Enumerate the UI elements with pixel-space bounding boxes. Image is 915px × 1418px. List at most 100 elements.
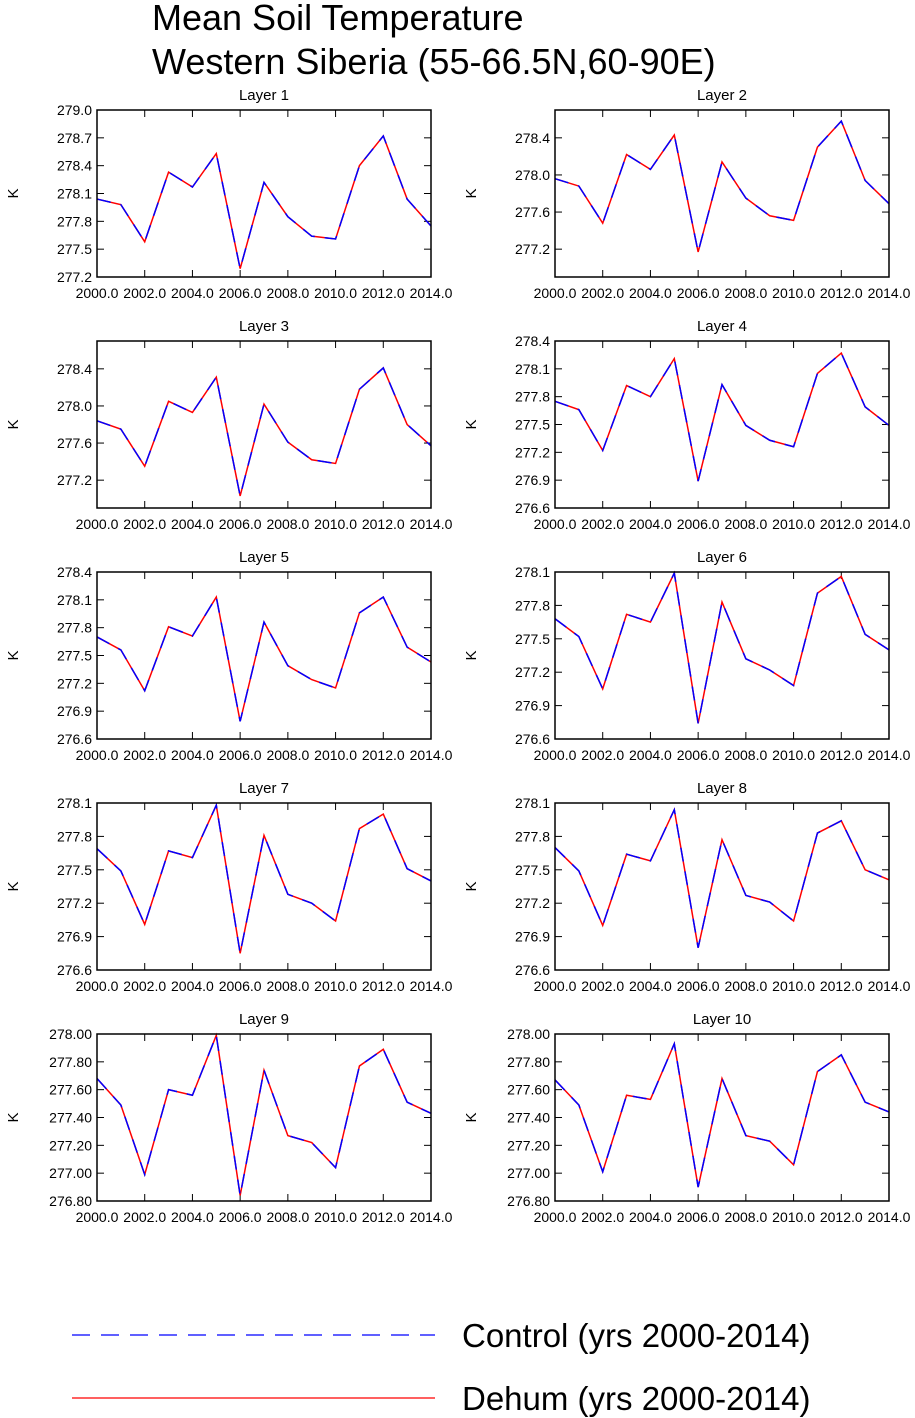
- y-tick-label: 277.2: [57, 472, 92, 488]
- y-tick-label: 278.1: [57, 592, 92, 608]
- x-tick-label: 2002.0: [581, 1209, 624, 1225]
- y-tick-label: 277.20: [49, 1137, 92, 1153]
- panel-title: Layer 4: [697, 318, 747, 335]
- series-line: [96, 595, 432, 722]
- x-tick-label: 2000.0: [534, 516, 577, 532]
- x-tick-label: 2014.0: [410, 285, 453, 301]
- series-line: [554, 570, 890, 724]
- x-tick-label: 2008.0: [266, 516, 309, 532]
- x-tick-label: 2014.0: [868, 1209, 911, 1225]
- x-tick-label: 2014.0: [868, 978, 911, 994]
- y-tick-label: 276.80: [49, 1193, 92, 1209]
- y-tick-label: 277.6: [515, 204, 550, 220]
- x-tick-label: 2000.0: [76, 1209, 119, 1225]
- series-line: [96, 1032, 432, 1196]
- x-tick-label: 2004.0: [171, 978, 214, 994]
- y-tick-label: 276.9: [515, 472, 550, 488]
- x-tick-label: 2012.0: [820, 978, 863, 994]
- y-tick-label: 277.8: [515, 389, 550, 405]
- figure-subtitle: Western Siberia (55-66.5N,60-90E): [152, 41, 716, 82]
- y-tick-label: 278.4: [515, 130, 550, 146]
- x-tick-label: 2012.0: [362, 1209, 405, 1225]
- y-axis-label: K: [5, 1112, 22, 1122]
- series-line: [554, 1041, 890, 1188]
- y-tick-label: 276.80: [507, 1193, 550, 1209]
- x-tick-label: 2008.0: [724, 516, 767, 532]
- x-tick-label: 2002.0: [581, 516, 624, 532]
- figure-title: Mean Soil Temperature: [152, 0, 524, 38]
- y-axis-label: K: [463, 650, 480, 660]
- x-tick-label: 2006.0: [219, 978, 262, 994]
- y-tick-label: 278.1: [515, 564, 550, 580]
- x-tick-label: 2010.0: [314, 978, 357, 994]
- x-tick-label: 2012.0: [362, 516, 405, 532]
- x-tick-label: 2012.0: [362, 747, 405, 763]
- x-tick-label: 2006.0: [219, 516, 262, 532]
- x-tick-label: 2000.0: [534, 1209, 577, 1225]
- series-line: [96, 595, 432, 722]
- y-tick-label: 277.80: [507, 1054, 550, 1070]
- x-tick-label: 2008.0: [266, 747, 309, 763]
- y-tick-label: 277.20: [507, 1137, 550, 1153]
- x-tick-label: 2002.0: [123, 978, 166, 994]
- plot-frame: [554, 1033, 890, 1202]
- plot-frame: [554, 571, 890, 740]
- y-axis-label: K: [5, 650, 22, 660]
- y-tick-label: 276.6: [515, 500, 550, 516]
- y-tick-label: 277.00: [507, 1165, 550, 1181]
- x-tick-label: 2010.0: [772, 978, 815, 994]
- series-line: [96, 1032, 432, 1196]
- x-tick-label: 2004.0: [629, 747, 672, 763]
- panel-title: Layer 2: [697, 87, 747, 104]
- panel-title: Layer 9: [239, 1011, 289, 1028]
- plot-frame: [554, 340, 890, 509]
- y-axis-label: K: [463, 419, 480, 429]
- y-tick-label: 277.5: [57, 648, 92, 664]
- x-tick-label: 2002.0: [581, 747, 624, 763]
- y-tick-label: 278.4: [57, 361, 92, 377]
- y-tick-label: 277.5: [515, 417, 550, 433]
- series-line: [554, 570, 890, 724]
- x-tick-label: 2000.0: [76, 978, 119, 994]
- y-tick-label: 277.8: [515, 597, 550, 613]
- y-tick-label: 277.40: [49, 1110, 92, 1126]
- x-tick-label: 2012.0: [820, 516, 863, 532]
- y-tick-label: 276.9: [515, 929, 550, 945]
- y-tick-label: 277.2: [57, 895, 92, 911]
- x-tick-label: 2004.0: [171, 1209, 214, 1225]
- x-tick-label: 2014.0: [868, 516, 911, 532]
- x-tick-label: 2010.0: [314, 285, 357, 301]
- x-tick-label: 2008.0: [266, 1209, 309, 1225]
- panel-title: Layer 5: [239, 549, 289, 566]
- x-tick-label: 2012.0: [362, 285, 405, 301]
- y-tick-label: 277.2: [515, 895, 550, 911]
- y-tick-label: 277.5: [515, 862, 550, 878]
- x-tick-label: 2014.0: [410, 978, 453, 994]
- x-tick-label: 2014.0: [868, 747, 911, 763]
- panel-title: Layer 1: [239, 87, 289, 104]
- x-tick-label: 2004.0: [629, 285, 672, 301]
- series-line: [554, 119, 890, 253]
- panel: Layer 1 K 277.2 277.5 277.8 278.1 278.4 278.7 27…: [5, 87, 453, 301]
- y-axis-label: K: [463, 881, 480, 891]
- plot-frame: [96, 571, 432, 740]
- x-tick-label: 2012.0: [820, 285, 863, 301]
- y-tick-label: 276.6: [57, 731, 92, 747]
- x-tick-label: 2008.0: [266, 285, 309, 301]
- x-tick-label: 2004.0: [171, 285, 214, 301]
- x-tick-label: 2010.0: [314, 1209, 357, 1225]
- x-tick-label: 2002.0: [123, 1209, 166, 1225]
- plot-frame: [96, 1033, 432, 1202]
- y-axis-label: K: [463, 1112, 480, 1122]
- x-tick-label: 2000.0: [76, 516, 119, 532]
- series-line: [96, 134, 432, 269]
- x-tick-label: 2006.0: [219, 285, 262, 301]
- y-axis-label: K: [5, 419, 22, 429]
- y-tick-label: 276.9: [57, 929, 92, 945]
- series-line: [96, 366, 432, 497]
- series-line: [96, 802, 432, 954]
- y-tick-label: 277.5: [515, 631, 550, 647]
- panel-title: Layer 6: [697, 549, 747, 566]
- y-tick-label: 277.6: [57, 435, 92, 451]
